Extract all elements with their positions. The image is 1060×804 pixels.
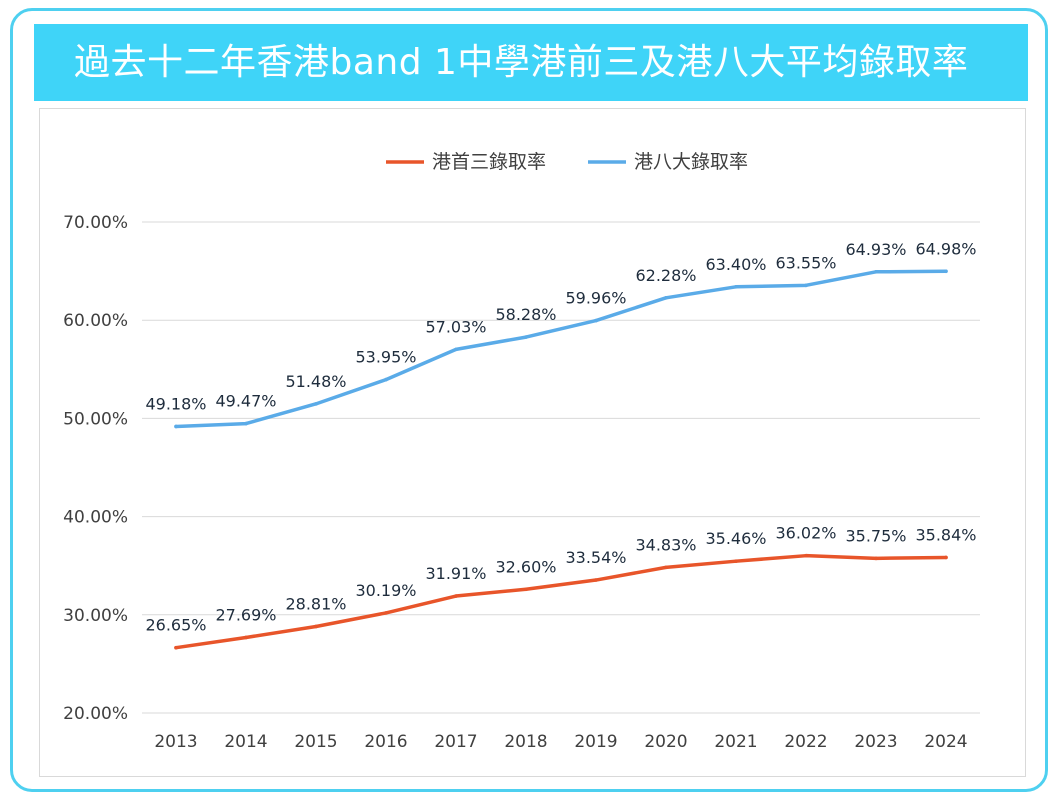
x-tick-label: 2014 (224, 732, 267, 752)
legend-label: 港首三錄取率 (432, 151, 546, 173)
x-tick-label: 2015 (294, 732, 337, 752)
x-tick-label: 2020 (644, 732, 687, 752)
y-tick-label: 50.00% (63, 409, 128, 429)
data-label: 57.03% (425, 317, 486, 336)
data-point (594, 318, 598, 323)
data-point (244, 421, 248, 426)
data-label: 31.91% (425, 564, 486, 583)
y-tick-label: 70.00% (63, 213, 128, 233)
data-label: 63.40% (705, 255, 766, 274)
data-point (524, 587, 528, 592)
data-label: 35.46% (705, 529, 766, 548)
data-point (454, 347, 458, 352)
series-line-1 (174, 269, 948, 429)
gridlines (142, 221, 980, 714)
x-axis-ticks: 2013 2014 2015 2016 2017 2018 2019 2020 2021 2022… (154, 732, 967, 752)
y-tick-label: 30.00% (63, 606, 128, 626)
data-point (804, 553, 808, 558)
data-point (664, 296, 668, 300)
data-label: 36.02% (775, 524, 836, 543)
data-point (174, 645, 178, 650)
x-tick-label: 2017 (434, 732, 477, 752)
data-point (384, 377, 388, 382)
plot-area-frame (39, 108, 1026, 777)
data-label: 58.28% (495, 305, 556, 324)
data-label: 49.47% (215, 392, 276, 411)
data-label: 51.48% (285, 372, 346, 391)
data-point (174, 424, 178, 429)
series-line-0 (174, 553, 948, 650)
series-lines (174, 269, 948, 650)
data-label: 59.96% (565, 289, 626, 308)
data-label: 64.98% (915, 239, 976, 258)
data-label: 64.93% (845, 240, 906, 259)
data-label: 34.83% (635, 535, 696, 554)
x-tick-label: 2024 (924, 732, 967, 752)
data-point (804, 283, 808, 288)
x-tick-label: 2018 (504, 732, 547, 752)
data-point (874, 269, 878, 274)
data-label: 33.54% (565, 548, 626, 567)
y-tick-label: 20.00% (63, 704, 128, 724)
data-point (524, 335, 528, 339)
data-point (664, 565, 668, 570)
x-tick-label: 2021 (714, 732, 757, 752)
data-point (314, 624, 318, 629)
x-tick-label: 2016 (364, 732, 407, 752)
data-point (384, 611, 388, 615)
data-point (314, 402, 318, 406)
data-point (244, 635, 248, 640)
data-label: 63.55% (775, 253, 836, 272)
legend-label: 港八大錄取率 (634, 151, 748, 173)
data-label: 32.60% (495, 557, 556, 576)
data-label: 35.84% (915, 525, 976, 544)
data-label: 26.65% (145, 616, 206, 635)
y-tick-label: 60.00% (63, 311, 128, 331)
chart-title: 過去十二年香港band 1中學港前三及港八大平均錄取率 (34, 24, 1028, 101)
data-label: 62.28% (635, 266, 696, 285)
data-point (944, 555, 948, 560)
y-tick-label: 40.00% (63, 508, 128, 528)
data-point (594, 578, 598, 582)
data-point (944, 269, 948, 274)
data-label: 53.95% (355, 348, 416, 367)
x-tick-label: 2022 (784, 732, 827, 752)
data-point (874, 556, 878, 561)
data-label: 28.81% (285, 594, 346, 613)
data-label: 35.75% (845, 526, 906, 545)
legend: 港首三錄取率 港八大錄取率 (386, 151, 748, 173)
x-tick-label: 2019 (574, 732, 617, 752)
y-axis-ticks: 20.00% 30.00% 40.00% 50.00% 60.00% 70.00% (63, 213, 128, 724)
x-tick-label: 2013 (154, 732, 197, 752)
data-point (734, 559, 738, 563)
data-point (734, 285, 738, 289)
data-point (454, 594, 458, 598)
x-tick-label: 2023 (854, 732, 897, 752)
data-label: 30.19% (355, 581, 416, 600)
data-labels: 26.65% 27.69% 28.81% 30.19% 31.91% 32.60% 33.5… (145, 239, 976, 634)
data-label: 27.69% (215, 605, 276, 624)
data-label: 49.18% (145, 394, 206, 413)
